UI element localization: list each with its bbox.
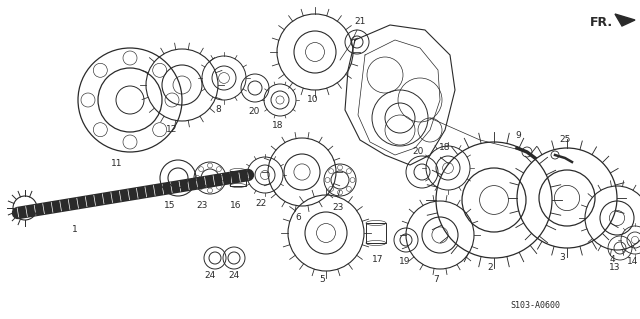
Text: 5: 5	[319, 275, 325, 284]
Text: 6: 6	[295, 212, 301, 221]
Text: 16: 16	[230, 201, 242, 210]
Text: 1: 1	[72, 226, 78, 234]
Text: 23: 23	[332, 204, 344, 212]
Bar	[366, 223, 386, 243]
Text: 23: 23	[196, 201, 208, 210]
Text: 18: 18	[272, 121, 284, 130]
Text: 7: 7	[433, 275, 439, 284]
Text: 24: 24	[204, 271, 216, 279]
Text: FR.: FR.	[590, 16, 613, 28]
Text: 25: 25	[559, 136, 571, 145]
Text: 19: 19	[399, 257, 411, 266]
Text: 4: 4	[609, 256, 615, 264]
Text: 15: 15	[164, 201, 176, 210]
Text: 24: 24	[228, 271, 239, 279]
Text: 8: 8	[215, 106, 221, 115]
Text: 3: 3	[559, 254, 565, 263]
Text: 12: 12	[166, 125, 178, 135]
Text: 20: 20	[248, 108, 260, 116]
Text: 20: 20	[412, 147, 424, 157]
Text: 18: 18	[439, 144, 451, 152]
Text: 14: 14	[627, 257, 639, 266]
Text: 9: 9	[515, 130, 521, 139]
Text: 17: 17	[372, 256, 384, 264]
Text: S103-A0600: S103-A0600	[510, 300, 560, 309]
Text: 22: 22	[255, 199, 267, 209]
Text: 11: 11	[111, 159, 123, 167]
Text: 10: 10	[307, 95, 319, 105]
Polygon shape	[615, 14, 635, 26]
Text: 2: 2	[487, 263, 493, 272]
Text: 13: 13	[609, 263, 621, 272]
Text: 21: 21	[355, 18, 365, 26]
Bar	[230, 170, 246, 186]
